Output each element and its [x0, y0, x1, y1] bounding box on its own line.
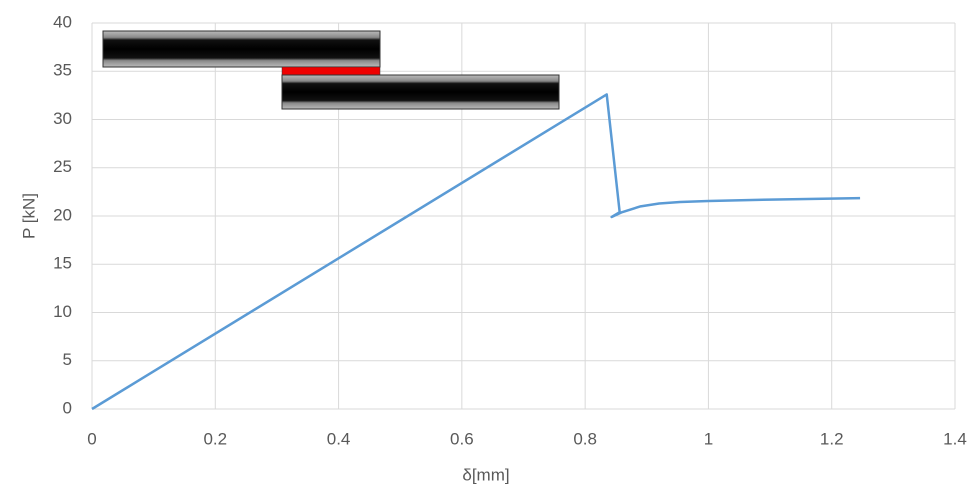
x-tick-label: 0 — [87, 429, 96, 448]
y-tick-label: 25 — [53, 157, 72, 176]
y-tick-label: 5 — [63, 350, 72, 369]
chart: 0 5 10 15 20 25 30 35 40 0 0.2 0.4 0.6 0.8 1 1.2 1.4 δ[m… — [0, 0, 975, 490]
y-tick-label: 35 — [53, 61, 72, 80]
y-tick-label: 30 — [53, 109, 72, 128]
lower-plate — [282, 75, 559, 109]
y-tick-label: 20 — [53, 205, 72, 224]
specimen-illustration — [103, 31, 559, 109]
upper-plate — [103, 31, 380, 67]
y-tick-label: 10 — [53, 302, 72, 321]
y-tick-label: 0 — [63, 398, 72, 417]
x-axis-label: δ[mm] — [462, 465, 509, 484]
adhesive-layer — [282, 67, 380, 75]
y-axis-label: P [kN] — [19, 193, 38, 239]
x-tick-label: 0.4 — [327, 429, 351, 448]
y-tick-label: 15 — [53, 254, 72, 273]
x-tick-label: 1 — [704, 429, 713, 448]
y-tick-label: 40 — [53, 12, 72, 31]
data-line — [92, 94, 860, 409]
x-tick-label: 1.4 — [943, 429, 967, 448]
x-tick-label: 1.2 — [820, 429, 844, 448]
x-tick-label: 0.2 — [203, 429, 227, 448]
x-tick-label: 0.6 — [450, 429, 474, 448]
x-tick-label: 0.8 — [573, 429, 597, 448]
